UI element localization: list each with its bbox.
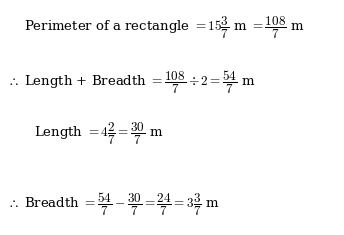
Text: $\therefore$ Breadth $= \dfrac{54}{7} - \dfrac{30}{7} = \dfrac{24}{7} = 3\dfrac{: $\therefore$ Breadth $= \dfrac{54}{7} - … [7, 191, 219, 218]
Text: Length $= 4\dfrac{2}{7} = \dfrac{30}{7}$ m: Length $= 4\dfrac{2}{7} = \dfrac{30}{7}$… [34, 121, 164, 147]
Text: $\therefore$ Length + Breadth $= \dfrac{108}{7} \div 2 = \dfrac{54}{7}$ m: $\therefore$ Length + Breadth $= \dfrac{… [7, 69, 255, 96]
Text: Perimeter of a rectangle $= 15\dfrac{3}{7}$ m $= \dfrac{108}{7}$ m: Perimeter of a rectangle $= 15\dfrac{3}{… [24, 15, 305, 41]
